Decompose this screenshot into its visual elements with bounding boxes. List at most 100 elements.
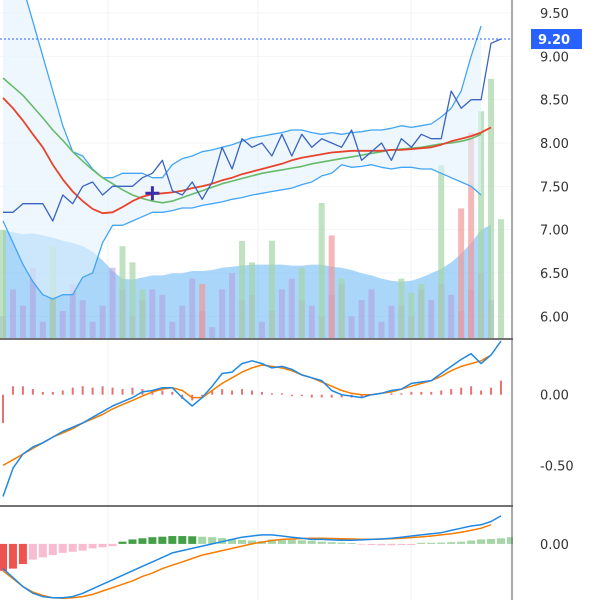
oscillator-histogram-bar [287, 539, 296, 544]
price-axis-bg [513, 0, 600, 600]
candle-bar [478, 111, 485, 338]
macd-histogram-bar [360, 394, 363, 398]
volume-bar [19, 305, 26, 338]
volume-bar [378, 321, 385, 338]
volume-bar [288, 278, 295, 338]
macd-axis-tick-label: 0.00 [540, 389, 569, 404]
macd-histogram-bar [490, 387, 493, 395]
price-axis-tick-label: 9.50 [540, 7, 569, 22]
band-fill [3, 0, 482, 299]
volume-bar [258, 321, 265, 338]
oscillator-histogram-bar [317, 541, 326, 544]
candle-bar [498, 219, 504, 338]
volume-bar [219, 289, 226, 338]
volume-bar [278, 289, 285, 338]
oscillator-histogram-bar [407, 543, 416, 546]
oscillator-histogram-bar [108, 543, 117, 547]
volume-bar [448, 294, 455, 338]
oscillator-histogram-bar [267, 539, 276, 544]
macd-histogram-bar [340, 394, 343, 398]
oscillator-histogram-bar [128, 539, 137, 544]
macd-histogram-bar [280, 393, 283, 395]
volume-bar [308, 305, 315, 338]
price-axis-tick-label: 6.00 [540, 310, 569, 325]
macd-histogram-bar [290, 394, 293, 397]
macd-histogram-bar [480, 390, 483, 395]
band-lower-line [2, 164, 482, 300]
oscillator-histogram-bar [457, 541, 466, 544]
macd-histogram-bar [81, 386, 84, 395]
oscillator-histogram-bar [506, 537, 515, 544]
volume-bar [189, 278, 196, 338]
band-upper-line [25, 0, 482, 179]
macd-histogram-bar [410, 391, 413, 395]
oscillator-histogram-bar [0, 543, 7, 571]
volume-bar [348, 316, 355, 338]
oscillator-histogram-bar [497, 538, 505, 544]
candle-bar [298, 267, 305, 338]
macd-histogram-bar [121, 389, 124, 395]
volume-bar [179, 305, 186, 338]
oscillator-histogram-bar [188, 536, 197, 544]
oscillator-histogram-bar [68, 543, 77, 552]
oscillator-histogram-bar [178, 536, 187, 544]
oscillator-histogram-bar [88, 543, 97, 549]
oscillator-histogram-bar [118, 541, 127, 544]
candle-bar [199, 284, 206, 338]
oscillator-signal-line [2, 524, 492, 599]
macd-histogram-bar [31, 389, 34, 395]
candle-bar [119, 246, 126, 338]
oscillator-histogram-bar [98, 543, 107, 548]
price-axis-tick-label: 7.50 [540, 180, 569, 195]
volume-bar [169, 321, 176, 338]
oscillator-histogram-bar [427, 542, 436, 544]
oscillator-histogram-bar [168, 536, 177, 544]
ma-fast-line [2, 97, 492, 215]
volume-bar [149, 289, 156, 338]
macd-histogram-bar [211, 390, 214, 395]
candle-bar [488, 78, 495, 339]
candle-bar [458, 208, 465, 338]
oscillator-histogram-bar [467, 540, 476, 544]
oscillator-histogram-bar [48, 543, 57, 556]
oscillator-histogram-bar [148, 537, 157, 544]
macd-histogram-bar [460, 387, 463, 395]
macd-histogram-bar [61, 390, 64, 395]
macd-histogram-bar [131, 387, 134, 395]
oscillator-histogram-bar [307, 540, 316, 544]
candle-bar [249, 262, 255, 338]
volume-bar [209, 327, 216, 338]
volume-bar [29, 267, 36, 338]
macd-histogram-bar [310, 394, 313, 398]
oscillator-histogram-bar [437, 542, 446, 544]
candle-bar [129, 262, 136, 338]
macd-histogram-bar [91, 387, 94, 395]
volume-bar [368, 289, 375, 338]
oscillator-histogram-bar [487, 538, 496, 544]
oscillator-histogram-bar [58, 543, 67, 553]
macd-histogram-bar [260, 391, 263, 395]
oscillator-histogram-bar [347, 543, 356, 544]
oscillator-histogram-bar [397, 543, 406, 546]
oscillator-histogram-bar [477, 539, 486, 544]
candle-bar [268, 240, 275, 338]
candle-bar [468, 132, 475, 338]
volume-bar [69, 284, 76, 338]
oscillator-histogram-bar [138, 538, 147, 544]
macd-histogram-bar [320, 394, 323, 398]
macd-histogram-bar [101, 386, 104, 395]
macd-histogram-bar [41, 391, 44, 395]
macd-histogram-bar [251, 390, 253, 395]
volume-bar [79, 300, 86, 338]
volume-bar [159, 294, 166, 338]
oscillator-histogram-bar [18, 543, 27, 565]
oscillator-histogram-bar [228, 538, 237, 544]
macd-histogram-bar [470, 386, 473, 395]
macd-histogram-bar [201, 394, 204, 398]
macd-histogram-bar [330, 394, 333, 398]
macd-histogram-bar [171, 391, 174, 395]
macd-histogram-bar [390, 393, 393, 395]
volume-bar [388, 305, 395, 338]
